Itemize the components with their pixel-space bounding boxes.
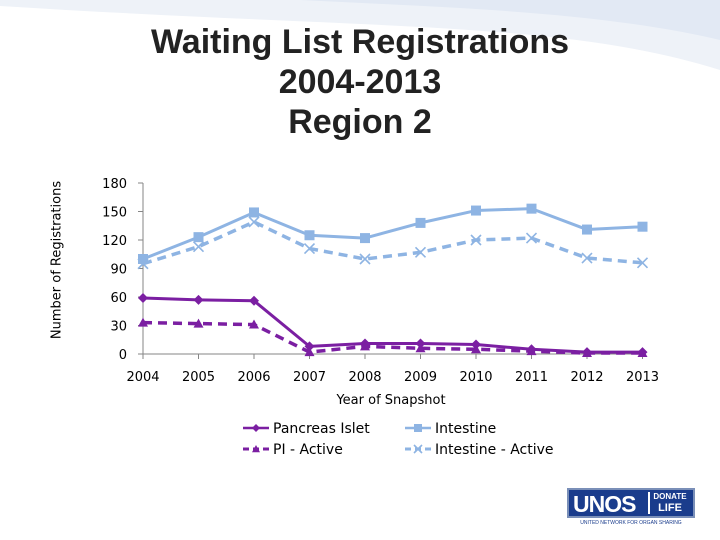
x-tick-label: 2011 xyxy=(515,370,548,385)
data-point-intestine xyxy=(193,232,204,243)
data-point-intestine-active xyxy=(525,232,538,244)
data-point-intestine-active xyxy=(359,253,371,265)
x-axis-label: Year of Snapshot xyxy=(335,393,445,408)
badge-line-2: LIFE xyxy=(658,502,682,514)
data-point-pi-active xyxy=(582,348,592,358)
data-point-intestine-active xyxy=(470,234,482,246)
data-point-pi-active xyxy=(526,346,537,356)
chart-title: Waiting List Registrations 2004-2013 Reg… xyxy=(60,22,660,142)
data-point-intestine-active xyxy=(192,241,205,253)
series-line-pancreas-islet xyxy=(142,296,643,354)
data-point-intestine xyxy=(360,233,370,244)
x-tick-label: 2004 xyxy=(126,370,159,385)
data-point-pi-active xyxy=(193,318,204,328)
legend-marker-intestine-active xyxy=(413,444,423,454)
data-point-intestine-active xyxy=(303,242,316,255)
badge-line-1: DONATE xyxy=(653,492,687,501)
legend-label-intestine-active: Intestine - Active xyxy=(435,442,554,458)
legend-marker-pancreas-islet xyxy=(252,424,260,432)
x-tick-label: 2013 xyxy=(626,370,659,385)
logo-box: UNOS DONATE LIFE xyxy=(567,488,695,518)
x-tick-label: 2008 xyxy=(348,370,381,385)
series-line-pi-active xyxy=(142,320,643,355)
legend-label-pi-active: PI - Active xyxy=(273,442,343,458)
title-line-1: Waiting List Registrations xyxy=(150,23,570,61)
data-point-pancreas-islet xyxy=(304,341,315,352)
y-tick-label: 180 xyxy=(102,177,127,192)
logo-tagline: UNITED NETWORK FOR ORGAN SHARING xyxy=(580,520,682,526)
data-point-pi-active xyxy=(304,347,315,357)
data-point-pancreas-islet xyxy=(249,295,259,306)
legend-label-pancreas-islet: Pancreas Islet xyxy=(273,421,370,437)
x-tick-label: 2006 xyxy=(237,370,270,385)
title-line-3: Region 2 xyxy=(288,103,432,141)
data-point-intestine-active xyxy=(581,252,593,264)
donate-life-badge: DONATE LIFE xyxy=(648,492,690,514)
y-tick-label: 120 xyxy=(102,234,127,249)
data-point-intestine-active xyxy=(636,257,649,269)
data-point-intestine xyxy=(415,217,426,228)
data-point-intestine xyxy=(304,230,315,241)
data-point-intestine-active xyxy=(248,216,260,228)
data-point-pi-active xyxy=(138,317,148,327)
unos-logo: UNOS DONATE LIFE UNITED NETWORK FOR ORGA… xyxy=(567,488,695,532)
data-point-intestine xyxy=(526,203,537,214)
title-line-2: 2004-2013 xyxy=(278,63,442,101)
data-point-intestine xyxy=(582,224,592,235)
background-swoosh xyxy=(0,0,720,70)
data-point-pi-active xyxy=(637,348,648,358)
series-line-intestine xyxy=(142,207,643,261)
data-point-pi-active xyxy=(471,344,481,354)
data-point-intestine xyxy=(637,221,648,232)
legend-marker-intestine xyxy=(414,424,422,432)
data-point-intestine-active xyxy=(137,258,149,270)
data-point-pancreas-islet xyxy=(138,292,148,303)
x-tick-label: 2007 xyxy=(293,370,326,385)
y-tick-label: 60 xyxy=(110,291,127,306)
y-tick-label: 90 xyxy=(110,263,127,278)
y-tick-label: 30 xyxy=(110,320,127,335)
data-point-pi-active xyxy=(360,341,370,351)
data-point-intestine xyxy=(138,254,148,264)
x-tick-label: 2012 xyxy=(570,370,603,385)
x-tick-label: 2010 xyxy=(459,370,492,385)
legend-marker-pi-active xyxy=(252,445,260,453)
y-tick-label: 0 xyxy=(119,348,127,363)
data-point-pi-active xyxy=(415,343,426,353)
x-tick-label: 2005 xyxy=(182,370,215,385)
data-point-intestine xyxy=(471,205,481,216)
logo-name: UNOS xyxy=(573,491,636,517)
y-tick-label: 150 xyxy=(102,206,127,221)
data-point-pi-active xyxy=(249,319,259,329)
data-point-intestine xyxy=(249,207,259,218)
x-tick-label: 2009 xyxy=(404,370,437,385)
data-point-intestine-active xyxy=(414,246,427,258)
legend-label-intestine: Intestine xyxy=(435,421,496,437)
data-point-pancreas-islet xyxy=(193,294,204,305)
